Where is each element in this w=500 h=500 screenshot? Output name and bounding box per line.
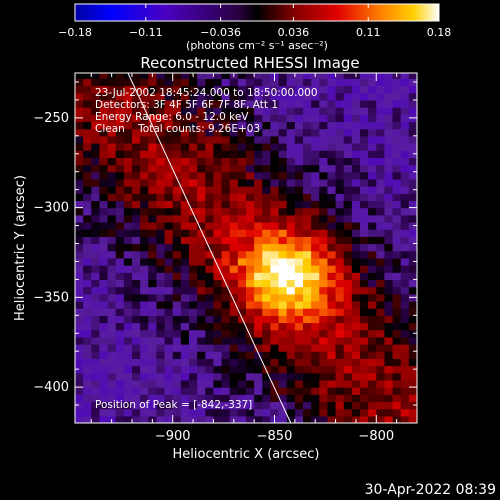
- y-axis-label: Heliocentric Y (arcsec): [13, 175, 28, 321]
- colorbar-tick-label: −0.036: [200, 26, 241, 39]
- annotation-time: 23-Jul-2002 18:45:24.000 to 18:50:00.000: [95, 87, 318, 99]
- x-tick-label: −800: [358, 429, 394, 444]
- annotation-clean: Clean Total counts: 9.26E+03: [95, 123, 260, 135]
- chart-title: Reconstructed RHESSI Image: [140, 54, 359, 72]
- plot-frame: [74, 72, 418, 424]
- y-tick-label: −300: [33, 201, 69, 216]
- colorbar-tick-label: 0.18: [427, 26, 452, 39]
- y-tick-label: −350: [33, 290, 69, 305]
- colorbar-unit-label: (photons cm⁻² s⁻¹ asec⁻²): [186, 39, 328, 52]
- colorbar-tick-label: −0.11: [129, 26, 163, 39]
- peak-position-label: Position of Peak = [-842,-337]: [95, 399, 252, 411]
- colorbar-tick-label: 0.036: [278, 26, 310, 39]
- axis-ticks: −900 −850 −800 −250 −300 −350 −400: [33, 73, 417, 444]
- annotation-block: 23-Jul-2002 18:45:24.000 to 18:50:00.000…: [95, 87, 318, 135]
- colorbar-ticks: −0.18 −0.11 −0.036 0.036 0.11 0.18: [58, 4, 451, 39]
- y-tick-label: −400: [33, 380, 69, 395]
- annotation-detectors: Detectors: 3F 4F 5F 6F 7F 8F, Att 1: [95, 99, 278, 111]
- solar-limb-line: [127, 73, 292, 423]
- x-tick-label: −900: [155, 429, 191, 444]
- x-tick-label: −850: [257, 429, 293, 444]
- render-timestamp: 30-Apr-2022 08:39: [365, 482, 496, 498]
- heatmap-image: [75, 73, 417, 423]
- x-axis-label: Heliocentric X (arcsec): [173, 447, 320, 462]
- colorbar-tick-label: 0.11: [356, 26, 381, 39]
- colorbar-tick-label: −0.18: [58, 26, 92, 39]
- y-tick-label: −250: [33, 111, 69, 126]
- colorbar: [74, 3, 440, 22]
- annotation-energy: Energy Range: 6.0 - 12.0 keV: [95, 111, 249, 123]
